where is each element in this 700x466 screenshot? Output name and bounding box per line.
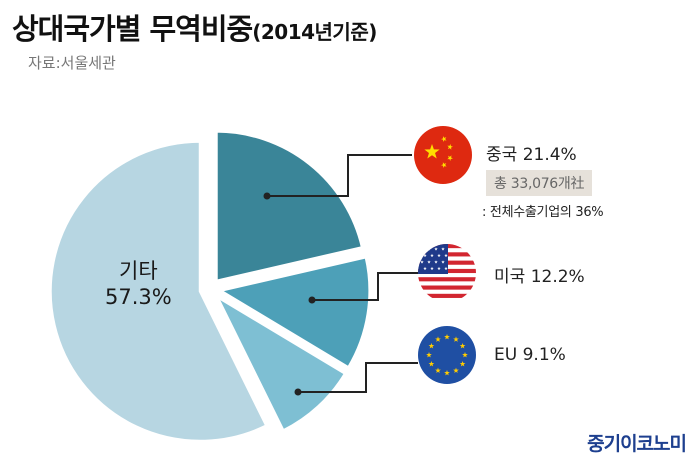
label-china-name: 중국: [486, 145, 518, 165]
pie-slice-eu: [213, 292, 348, 433]
pie-label-other-value: 57.3%: [105, 285, 172, 310]
label-eu-value: 9.1%: [522, 345, 566, 365]
leader-line-china-dot: [263, 192, 271, 200]
eu-flag-icon: [418, 326, 476, 384]
pie-label-other: 기타 57.3%: [105, 258, 172, 311]
leader-line-eu-dot: [294, 388, 302, 396]
leader-line-usa-dot: [308, 296, 316, 304]
china-note: : 전체수출기업의 36%: [482, 205, 604, 220]
brand-logo: 중기이코노미: [587, 433, 687, 455]
china-total-badge: 총 33,076개社: [486, 170, 593, 196]
source-note: 자료:서울세관: [28, 54, 116, 72]
pie-slice-china: [214, 129, 365, 284]
leader-line-china: [267, 154, 412, 197]
leader-line-usa: [312, 272, 418, 301]
label-usa-value: 12.2%: [530, 267, 585, 287]
title-main: 상대국가별 무역비중: [12, 12, 253, 46]
title-suffix: (2014년기준): [252, 20, 377, 44]
label-usa: 미국 12.2%: [494, 262, 585, 287]
leader-line-eu: [298, 362, 418, 393]
pie-label-other-name: 기타: [119, 259, 158, 283]
label-china: 중국 21.4%: [486, 140, 577, 165]
label-eu-name: EU: [494, 345, 518, 365]
usa-flag-icon: [418, 244, 476, 302]
pie-slice-usa: [215, 255, 372, 370]
label-usa-name: 미국: [494, 267, 526, 287]
page-title: 상대국가별 무역비중(2014년기준): [12, 6, 377, 48]
label-eu: EU 9.1%: [494, 345, 566, 365]
pie-slice-other: [48, 139, 269, 443]
china-flag-icon: [414, 126, 472, 184]
label-china-value: 21.4%: [522, 145, 577, 165]
